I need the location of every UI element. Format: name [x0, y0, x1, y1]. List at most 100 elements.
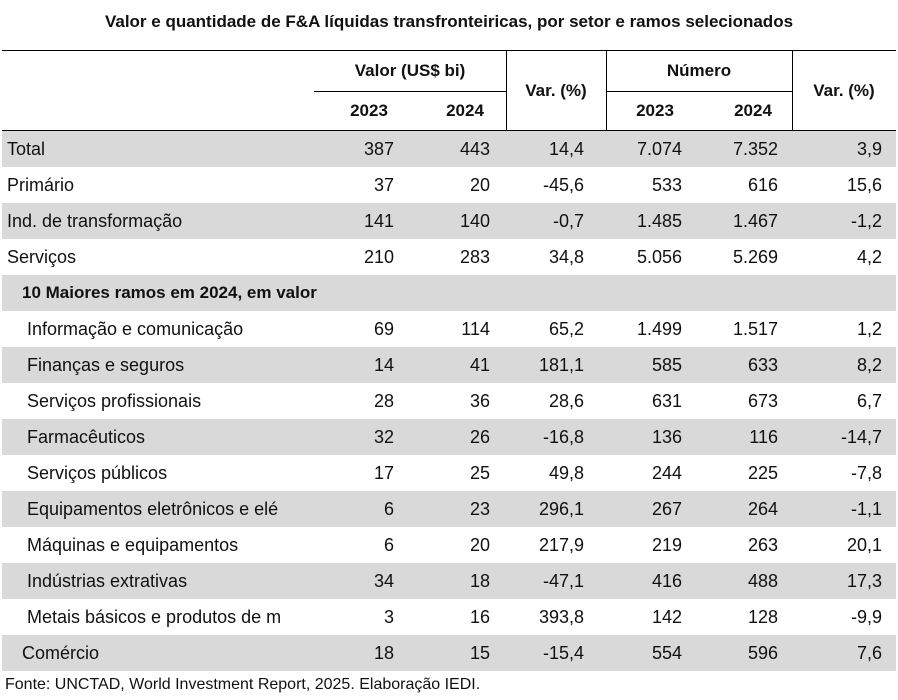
- valor-2023-cell: 141: [363, 211, 394, 231]
- row-label: Máquinas e equipamentos: [27, 535, 239, 555]
- valor-group-rule: [314, 91, 506, 92]
- row-label: Metais básicos e produtos de m: [27, 607, 282, 627]
- valor-2023-cell: 18: [373, 643, 394, 663]
- valor-2023-cell: 6: [383, 499, 394, 519]
- var-valor-cell: 49,8: [548, 463, 584, 483]
- valor-2023-cell: 37: [373, 175, 394, 195]
- var-numero-header: Var. (%): [813, 81, 875, 100]
- var-valor-cell: 296,1: [538, 499, 584, 519]
- numero-2024-cell: 616: [747, 175, 778, 195]
- var-numero-cell: -7,8: [850, 463, 882, 483]
- row-label: Serviços públicos: [27, 463, 168, 483]
- valor-2024-cell: 140: [459, 211, 490, 231]
- var-valor-cell: -15,4: [542, 643, 584, 663]
- numero-2024-cell: 1.517: [732, 319, 778, 339]
- valor-2023-cell: 69: [373, 319, 394, 339]
- header-top-rule: [2, 50, 896, 51]
- table-row-branch: Informação e comunicação 69 114 65,2 1.4…: [2, 311, 896, 347]
- numero-2024-header: 2024: [734, 101, 772, 120]
- var-numero-cell: 1,2: [856, 319, 882, 339]
- table-row-servicos: Serviços 210 283 34,8 5.056 5.269 4,2: [2, 239, 896, 275]
- valor-2024-cell: 41: [469, 355, 490, 375]
- var-numero-cell: -1,2: [850, 211, 882, 231]
- numero-2024-cell: 633: [747, 355, 778, 375]
- row-label: Total: [7, 139, 46, 159]
- section-header-row: 10 Maiores ramos em 2024, em valor: [2, 275, 896, 311]
- valor-2023-cell: 32: [373, 427, 394, 447]
- valor-2024-cell: 283: [459, 247, 490, 267]
- numero-2023-cell: 267: [651, 499, 682, 519]
- table-row-branch: Comércio 18 15 -15,4 554 596 7,6: [2, 635, 896, 671]
- valor-2024-cell: 114: [461, 319, 490, 339]
- row-label: Primário: [7, 175, 75, 195]
- numero-2023-cell: 416: [651, 571, 682, 591]
- valor-2023-cell: 6: [383, 535, 394, 555]
- var-valor-cell: 34,8: [548, 247, 584, 267]
- table-row-primario: Primário 37 20 -45,6 533 616 15,6: [2, 167, 896, 203]
- valor-2024-cell: 36: [469, 391, 490, 411]
- valor-2023-cell: 210: [363, 247, 394, 267]
- row-label: Farmacêuticos: [27, 427, 146, 447]
- row-label: Equipamentos eletrônicos e elé: [27, 499, 279, 519]
- table-row-branch: Máquinas e equipamentos 6 20 217,9 219 2…: [2, 527, 896, 563]
- var-numero-cell: 8,2: [856, 355, 882, 375]
- table-row-branch: Farmacêuticos 32 26 -16,8 136 116 -14,7: [2, 419, 896, 455]
- table-row-total: Total 387 443 14,4 7.074 7.352 3,9: [2, 131, 896, 167]
- table-row-branch: Metais básicos e produtos de m 3 16 393,…: [2, 599, 896, 635]
- numero-group-header: Número: [666, 61, 732, 80]
- header-divider-2: [606, 50, 607, 130]
- numero-2024-cell: 596: [747, 643, 778, 663]
- table-title: Valor e quantidade de F&A líquidas trans…: [104, 12, 794, 31]
- valor-2024-cell: 16: [469, 607, 490, 627]
- header-bottom-rule: [2, 130, 896, 131]
- table-row-branch: Finanças e seguros 14 41 181,1 585 633 8…: [2, 347, 896, 383]
- row-label: Serviços profissionais: [27, 391, 202, 411]
- row-label: Comércio: [22, 643, 100, 663]
- header-divider-3: [792, 50, 793, 130]
- var-valor-cell: 217,9: [538, 535, 584, 555]
- var-numero-cell: -1,1: [850, 499, 882, 519]
- numero-2024-cell: 263: [747, 535, 778, 555]
- numero-2024-cell: 7.352: [732, 139, 778, 159]
- var-valor-cell: 28,6: [548, 391, 584, 411]
- numero-2024-cell: 116: [749, 427, 778, 447]
- numero-2024-cell: 1.467: [732, 211, 778, 231]
- numero-2023-cell: 554: [651, 643, 682, 663]
- valor-group-header: Valor (US$ bi): [354, 61, 466, 80]
- numero-2023-cell: 533: [651, 175, 682, 195]
- numero-2023-cell: 136: [651, 427, 682, 447]
- table-row-transformacao: Ind. de transformação 141 140 -0,7 1.485…: [2, 203, 896, 239]
- numero-2023-cell: 7.074: [636, 139, 682, 159]
- var-numero-cell: 7,6: [856, 643, 882, 663]
- var-valor-header: Var. (%): [525, 81, 587, 100]
- var-numero-cell: 17,3: [846, 571, 882, 591]
- valor-2024-cell: 443: [459, 139, 490, 159]
- numero-2023-cell: 142: [651, 607, 682, 627]
- var-valor-cell: 14,4: [548, 139, 584, 159]
- table-row-branch: Indústrias extrativas 34 18 -47,1 416 48…: [2, 563, 896, 599]
- valor-2023-cell: 34: [373, 571, 394, 591]
- numero-2023-cell: 1.499: [636, 319, 682, 339]
- var-valor-cell: -0,7: [552, 211, 584, 231]
- row-label: Serviços: [7, 247, 77, 267]
- valor-2023-cell: 387: [363, 139, 394, 159]
- row-label: Informação e comunicação: [27, 319, 244, 339]
- valor-2024-cell: 25: [469, 463, 490, 483]
- numero-2024-cell: 673: [747, 391, 778, 411]
- section-label: 10 Maiores ramos em 2024, em valor: [22, 283, 317, 302]
- numero-2024-cell: 5.269: [732, 247, 778, 267]
- valor-2024-cell: 20: [469, 535, 490, 555]
- numero-2023-cell: 244: [651, 463, 682, 483]
- numero-2024-cell: 128: [747, 607, 778, 627]
- numero-2023-cell: 631: [651, 391, 682, 411]
- table-row-branch: Equipamentos eletrônicos e elé 6 23 296,…: [2, 491, 896, 527]
- valor-2023-cell: 28: [373, 391, 394, 411]
- row-label: Indústrias extrativas: [27, 571, 188, 591]
- valor-2023-cell: 17: [373, 463, 394, 483]
- numero-2024-cell: 225: [747, 463, 778, 483]
- var-valor-cell: 181,1: [538, 355, 584, 375]
- valor-2024-cell: 23: [469, 499, 490, 519]
- valor-2024-header: 2024: [446, 101, 484, 120]
- valor-2024-cell: 26: [469, 427, 490, 447]
- numero-2023-cell: 585: [651, 355, 682, 375]
